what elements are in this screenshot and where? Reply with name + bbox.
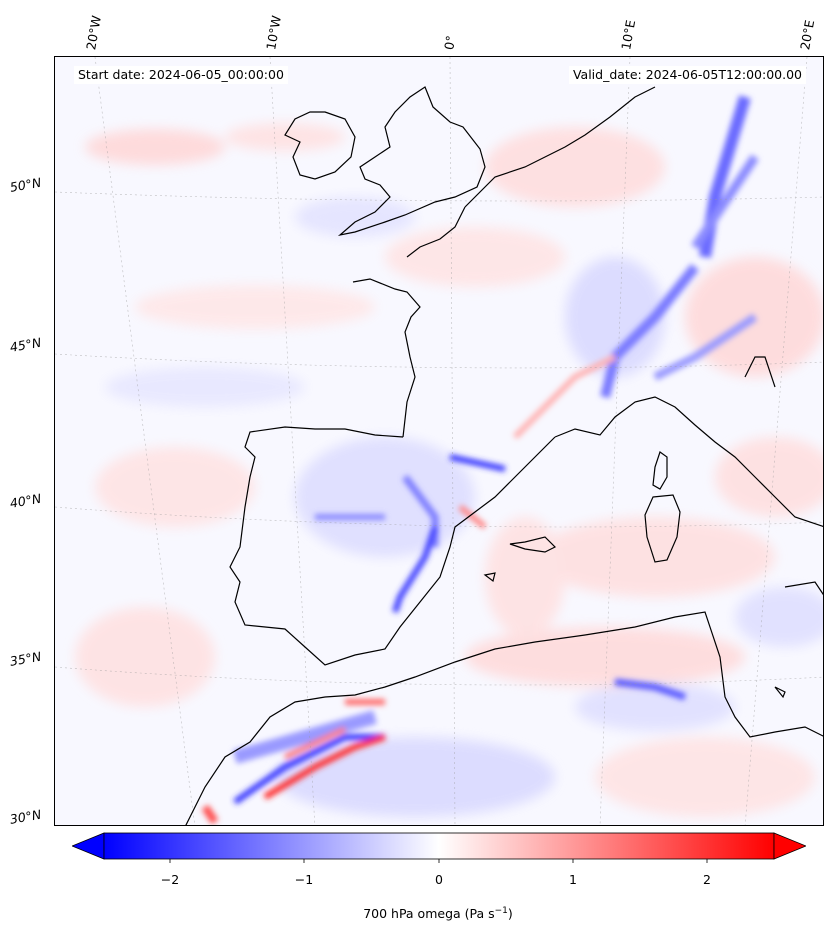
valid-date-label: Valid_date: 2024-06-05T12:00:00.00 [568, 66, 806, 84]
colorbar-min-extend [72, 832, 105, 860]
colorbar-tick-label: −1 [294, 872, 314, 887]
lat-label-50n: 50°N [8, 174, 43, 195]
lon-label-20w: 20°W [83, 14, 104, 51]
lon-label-0: 0° [441, 34, 459, 51]
colorbar-tick-label: −2 [160, 872, 180, 887]
coastlines [185, 86, 823, 825]
colorbar-label-exponent: −1 [494, 906, 508, 916]
lat-label-40n: 40°N [8, 490, 43, 511]
lon-label-10e: 10°E [618, 18, 639, 51]
colorbar-gradient [103, 832, 775, 860]
graticule [55, 57, 823, 825]
map-panel [54, 56, 824, 826]
lat-label-35n: 35°N [8, 648, 43, 669]
lon-label-20e: 20°E [797, 18, 818, 51]
start-date-label: Start date: 2024-06-05_00:00:00 [74, 66, 288, 84]
colorbar-label-text: 700 hPa omega (Pa s [363, 906, 495, 922]
colorbar-tick-label: 0 [435, 872, 443, 887]
colorbar [72, 832, 806, 863]
lon-label-10w: 10°W [263, 14, 284, 51]
colorbar-tick-label: 1 [569, 872, 577, 887]
omega-strong-features [201, 95, 759, 825]
colorbar-label-close: ) [507, 906, 513, 922]
colorbar-label: 700 hPa omega (Pa s−1) [0, 906, 832, 921]
map-canvas [55, 57, 823, 825]
lat-label-45n: 45°N [8, 334, 43, 355]
lat-label-30n: 30°N [8, 806, 43, 827]
colorbar-max-extend [773, 832, 806, 860]
colorbar-tick-label: 2 [703, 872, 711, 887]
